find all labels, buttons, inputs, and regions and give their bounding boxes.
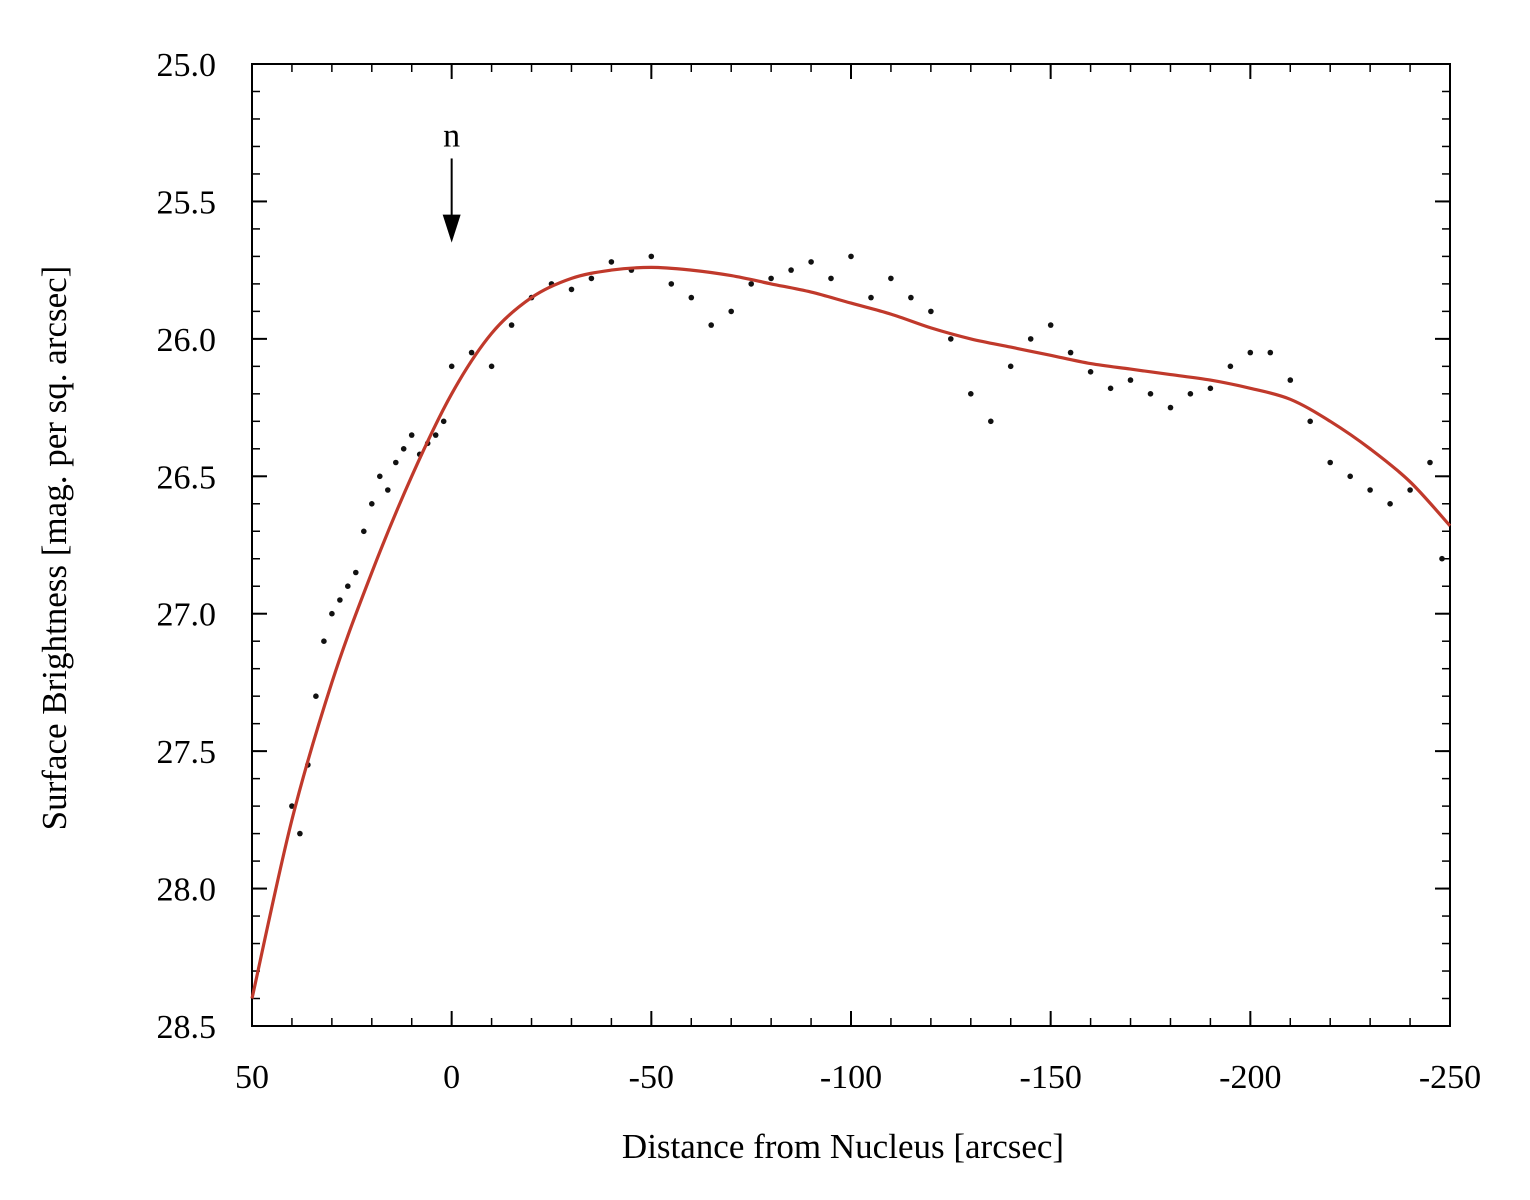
data-point [1439, 555, 1445, 562]
data-point [1347, 473, 1353, 480]
data-point [1047, 322, 1054, 328]
data-point [1127, 377, 1134, 383]
data-point [1387, 501, 1393, 507]
data-point [1287, 377, 1294, 383]
data-point [1027, 336, 1034, 342]
data-point [297, 830, 303, 837]
x-tick-label: -100 [820, 1059, 882, 1096]
data-point [329, 610, 335, 617]
data-point [1147, 391, 1154, 397]
data-point [321, 638, 327, 644]
x-axis-title: Distance from Nucleus [arcsec] [622, 1127, 1064, 1166]
x-tick-label: -250 [1419, 1059, 1481, 1096]
y-tick-label: 26.0 [157, 322, 217, 359]
data-point [369, 501, 375, 507]
data-point [289, 803, 295, 809]
data-point [1427, 459, 1433, 466]
data-point [708, 322, 714, 328]
data-point [668, 281, 675, 287]
data-point [1187, 391, 1194, 397]
data-point [448, 363, 455, 370]
model-fit-line [250, 265, 1452, 999]
data-point [588, 275, 595, 282]
data-point [345, 583, 351, 589]
y-tick-label: 28.5 [157, 1009, 217, 1046]
major-ticks [251, 63, 1451, 1027]
data-point [688, 294, 695, 301]
x-tick-label: 0 [443, 1059, 460, 1096]
x-tick-label: -150 [1020, 1059, 1082, 1096]
data-point [1207, 385, 1214, 392]
data-point [868, 294, 874, 301]
y-tick-label: 27.5 [157, 734, 217, 771]
data-point [1367, 487, 1373, 493]
y-tick-label: 26.5 [157, 459, 217, 496]
data-point [1067, 349, 1074, 356]
data-point [568, 286, 575, 293]
data-point [432, 432, 439, 438]
data-point [1327, 459, 1333, 466]
data-point [361, 528, 367, 535]
nucleus-label: n [443, 117, 460, 154]
data-point [400, 446, 407, 452]
tick-labels: 50 0 -50 -100 -150 -200 -250 25.0 25.5 26.0 26.5 27… [157, 47, 1482, 1096]
data-point [353, 569, 359, 576]
data-point [988, 418, 994, 425]
data-point [1007, 363, 1014, 370]
data-point [1307, 418, 1313, 425]
data-point [1267, 349, 1274, 356]
data-point [808, 259, 814, 265]
data-point [337, 597, 343, 603]
data-point [968, 391, 974, 397]
data-point [1087, 369, 1094, 375]
data-point [648, 253, 655, 260]
data-point [908, 294, 914, 301]
data-point [888, 275, 894, 282]
nucleus-arrow-head [442, 214, 461, 243]
y-tick-label: 28.0 [157, 872, 217, 909]
y-tick-label: 27.0 [157, 597, 217, 634]
data-point [848, 253, 854, 260]
data-point [928, 308, 934, 315]
data-point [728, 308, 734, 315]
data-point [948, 336, 954, 342]
data-point [1407, 487, 1413, 493]
x-tick-label: -200 [1219, 1059, 1281, 1096]
x-tick-label: 50 [235, 1059, 269, 1096]
x-tick-label: -50 [629, 1059, 674, 1096]
data-point [788, 267, 794, 273]
minor-ticks [251, 63, 1451, 1027]
data-point [1107, 385, 1114, 392]
data-point [440, 418, 447, 425]
data-point [768, 275, 774, 282]
data-point [468, 349, 475, 356]
y-axis-title: Surface Brightness [mag. per sq. arcsec] [35, 266, 74, 831]
nucleus-annotation: n [442, 117, 461, 243]
data-point [393, 459, 399, 466]
data-point [488, 363, 495, 370]
data-point [748, 281, 754, 287]
data-point [385, 487, 391, 493]
data-point [313, 693, 319, 699]
data-point [1247, 349, 1254, 356]
data-point [1167, 404, 1174, 411]
plot-frame [251, 63, 1451, 1027]
y-tick-label: 25.5 [157, 184, 217, 221]
data-point [608, 259, 615, 265]
scatter-points [289, 253, 1445, 837]
data-point [508, 322, 515, 328]
y-tick-label: 25.0 [157, 47, 217, 84]
data-point [1227, 363, 1234, 370]
data-point [408, 432, 415, 438]
data-point [377, 473, 383, 480]
data-point [828, 275, 834, 282]
